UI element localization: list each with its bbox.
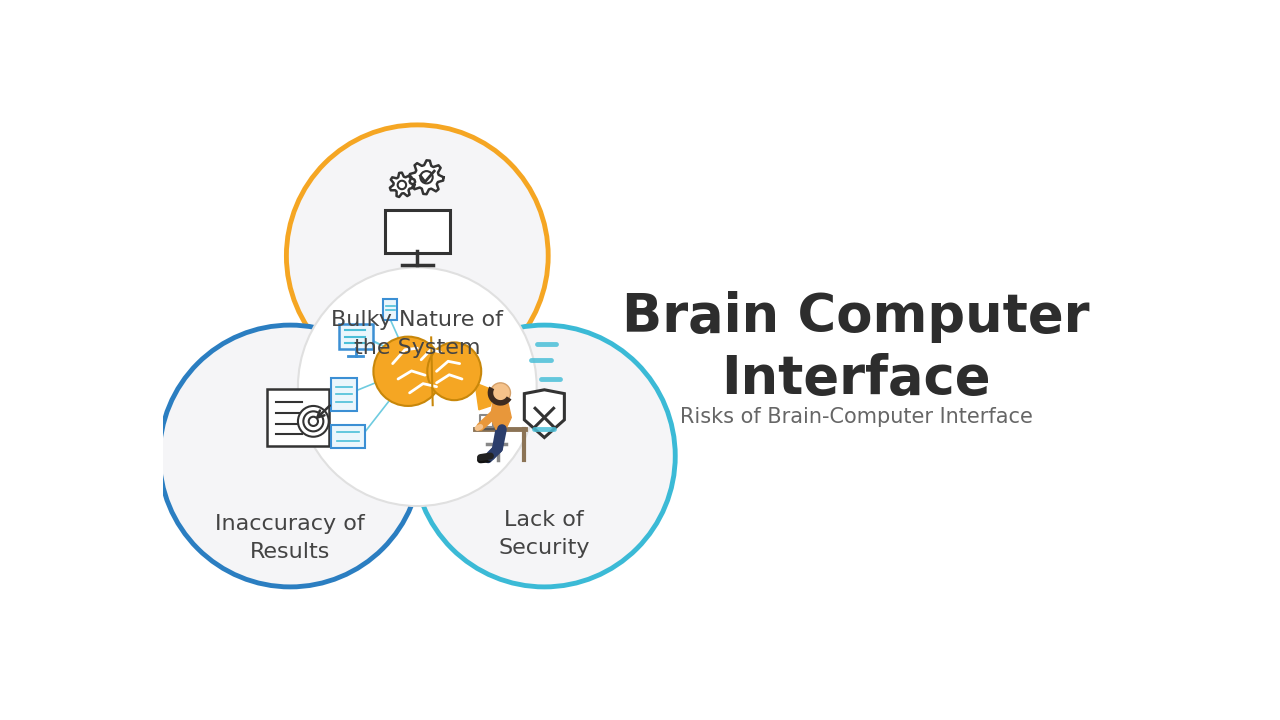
Text: Inaccuracy of
Results: Inaccuracy of Results <box>215 514 365 562</box>
Text: Bulky Nature of
the System: Bulky Nature of the System <box>332 310 503 358</box>
FancyBboxPatch shape <box>385 210 449 253</box>
Text: Lack of
Security: Lack of Security <box>499 510 590 558</box>
Circle shape <box>298 267 536 506</box>
FancyBboxPatch shape <box>268 389 329 446</box>
Circle shape <box>303 411 324 431</box>
Polygon shape <box>410 161 443 194</box>
FancyBboxPatch shape <box>339 324 372 349</box>
Polygon shape <box>390 173 415 197</box>
Circle shape <box>398 181 406 189</box>
Circle shape <box>420 171 433 184</box>
Circle shape <box>413 325 676 587</box>
Text: Risks of Brain-Computer Interface: Risks of Brain-Computer Interface <box>680 408 1033 428</box>
Circle shape <box>490 383 511 403</box>
Circle shape <box>298 406 329 437</box>
Ellipse shape <box>374 337 443 406</box>
Polygon shape <box>479 427 498 429</box>
FancyBboxPatch shape <box>332 426 365 449</box>
FancyBboxPatch shape <box>384 299 397 320</box>
Circle shape <box>308 417 317 426</box>
Polygon shape <box>490 404 511 429</box>
FancyBboxPatch shape <box>332 378 357 410</box>
Circle shape <box>287 125 548 387</box>
Text: Brain Computer
Interface: Brain Computer Interface <box>622 291 1091 405</box>
Polygon shape <box>475 383 494 410</box>
Ellipse shape <box>428 343 481 400</box>
PathPatch shape <box>525 390 564 438</box>
Circle shape <box>159 325 421 587</box>
